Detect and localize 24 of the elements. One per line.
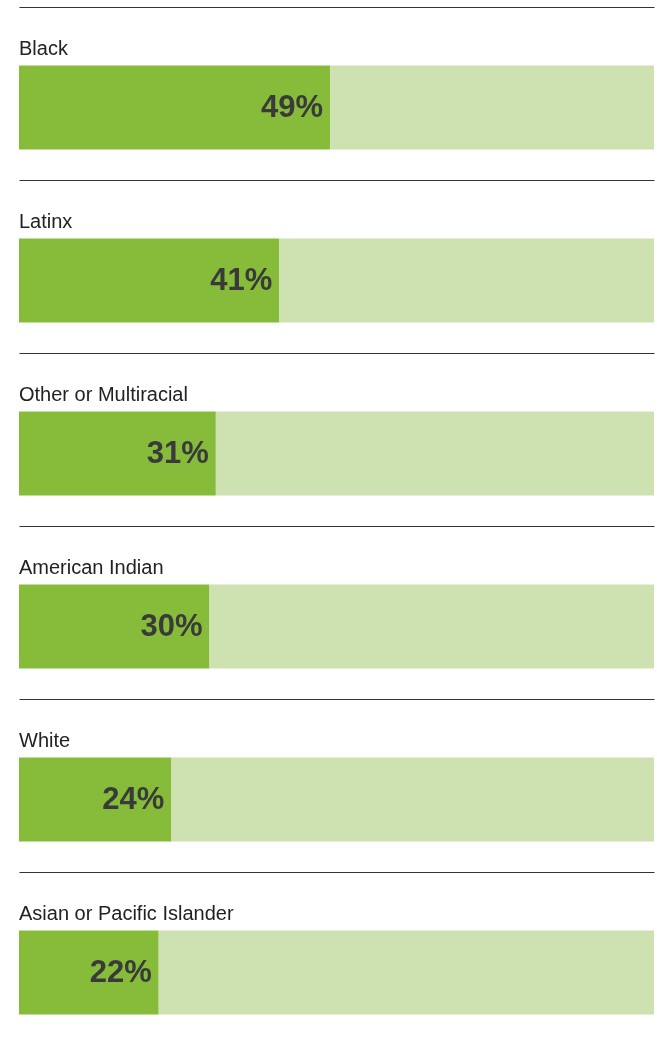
y-tick-label: White — [19, 728, 71, 751]
y-tick-label: Latinx — [19, 209, 73, 232]
bar — [215, 411, 654, 496]
bar — [279, 238, 654, 323]
bar — [158, 930, 654, 1015]
data-label: 30% — [140, 607, 203, 643]
data-label: 24% — [102, 780, 165, 816]
bar — [330, 65, 654, 150]
bar — [19, 238, 280, 323]
y-tick-label: Asian or Pacific Islander — [19, 901, 234, 924]
bar — [209, 584, 654, 669]
data-label: 49% — [261, 88, 324, 124]
y-tick-label: Other or Multiracial — [19, 382, 188, 405]
data-label: 41% — [210, 261, 273, 297]
data-label: 22% — [89, 953, 152, 989]
bar — [19, 757, 172, 842]
bar — [19, 411, 216, 496]
bar — [19, 584, 210, 669]
bar — [171, 757, 654, 842]
y-tick-label: American Indian — [19, 555, 164, 578]
data-label: 31% — [146, 434, 209, 470]
y-tick-label: Black — [19, 36, 69, 59]
bar — [19, 65, 331, 150]
bar — [19, 930, 159, 1015]
